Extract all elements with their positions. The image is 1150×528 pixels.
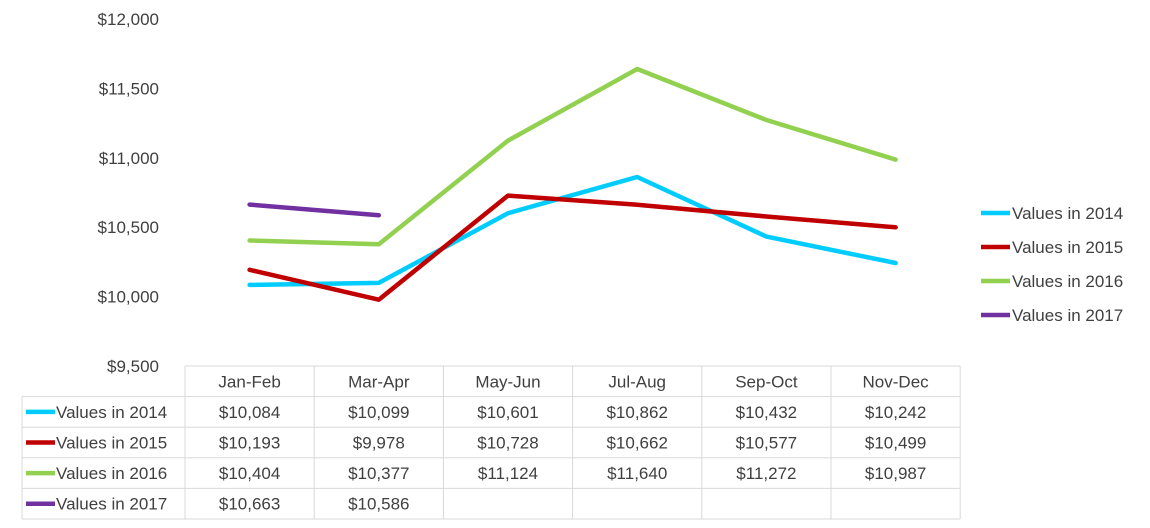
- legend: Values in 2014 Values in 2015 Values in 20…: [981, 204, 1123, 325]
- table-cell-value: $10,577: [736, 434, 797, 453]
- table-cell-value: $10,586: [348, 495, 409, 514]
- table-row: Values in 2014 $10,084 $10,099 $10,601 $10,8…: [26, 403, 926, 422]
- legend-label: Values in 2014: [1012, 204, 1123, 223]
- y-tick-label: $10,000: [98, 288, 159, 307]
- legend-label: Values in 2016: [1012, 272, 1123, 291]
- y-tick-label: $10,500: [98, 218, 159, 237]
- table-cell-value: $11,124: [478, 464, 538, 483]
- table-cell-value: $10,242: [865, 403, 926, 422]
- y-axis: $9,500 $10,000 $10,500 $11,000 $11,500 $12,00…: [98, 10, 159, 376]
- table-series-label: Values in 2015: [56, 434, 167, 453]
- table-cell-value: $10,862: [606, 403, 667, 422]
- table-series-label: Values in 2016: [56, 464, 167, 483]
- series-line: [247, 174, 898, 288]
- table-row: Values in 2016 $10,404 $10,377 $11,124 $11,6…: [26, 464, 926, 483]
- table-cell-value: $10,404: [219, 464, 280, 483]
- table-cell-value: $10,099: [348, 403, 409, 422]
- table-cell-value: $10,728: [477, 434, 538, 453]
- table-cell-value: $10,499: [865, 434, 926, 453]
- data-table: Jan-Feb Mar-Apr May-Jun Jul-Aug Sep-Oct Nov-D…: [21, 365, 961, 520]
- legend-label: Values in 2017: [1012, 306, 1123, 325]
- table-series-label: Values in 2014: [56, 403, 167, 422]
- table-cell-value: $11,272: [736, 464, 796, 483]
- x-category-label: Nov-Dec: [863, 372, 930, 391]
- table-cell-value: $10,377: [348, 464, 409, 483]
- series-line: [247, 202, 382, 218]
- table-cell-value: $9,978: [353, 434, 405, 453]
- y-tick-label: $9,500: [107, 357, 159, 376]
- series-line: [247, 193, 898, 302]
- legend-item: Values in 2016: [981, 272, 1123, 291]
- x-category-label: Jan-Feb: [218, 372, 280, 391]
- plot-area: [247, 66, 898, 302]
- legend-item: Values in 2014: [981, 204, 1123, 223]
- table-cell-value: $10,084: [219, 403, 280, 422]
- table-cell-value: $10,662: [606, 434, 667, 453]
- table-cell-value: $10,601: [477, 403, 538, 422]
- y-tick-label: $12,000: [98, 10, 159, 29]
- y-tick-label: $11,500: [99, 79, 159, 98]
- table-cell-value: $10,432: [736, 403, 797, 422]
- table-series-label: Values in 2017: [56, 495, 167, 514]
- y-tick-label: $11,000: [99, 149, 159, 168]
- x-category-label: Jul-Aug: [608, 372, 666, 391]
- legend-label: Values in 2015: [1012, 238, 1123, 257]
- legend-item: Values in 2017: [981, 306, 1123, 325]
- x-category-label: May-Jun: [475, 372, 540, 391]
- x-category-label: Mar-Apr: [348, 372, 410, 391]
- table-cell-value: $10,663: [219, 495, 280, 514]
- table-cell-value: $10,987: [865, 464, 926, 483]
- x-category-label: Sep-Oct: [735, 372, 798, 391]
- legend-item: Values in 2015: [981, 238, 1123, 257]
- series-line: [247, 66, 898, 247]
- table-row: Values in 2015 $10,193 $9,978 $10,728 $10,66…: [26, 434, 926, 453]
- table-cell-value: $10,193: [219, 434, 280, 453]
- table-cell-value: $11,640: [607, 464, 667, 483]
- table-row: Values in 2017 $10,663 $10,586: [26, 495, 410, 514]
